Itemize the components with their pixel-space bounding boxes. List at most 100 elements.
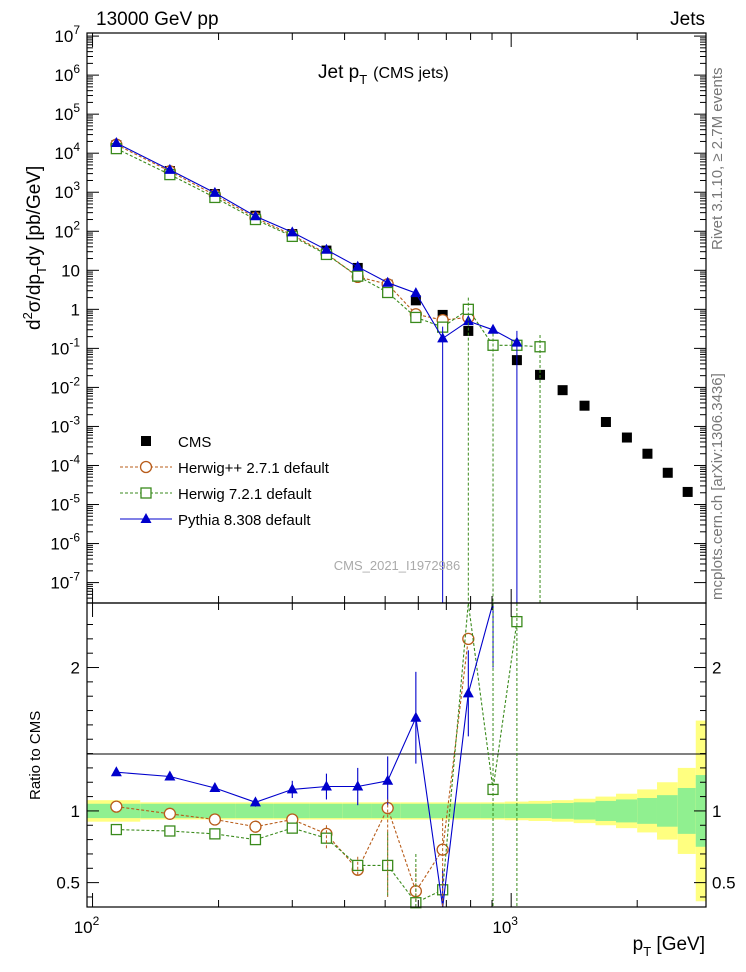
main-y-tick-label: 10 — [61, 261, 80, 280]
tick-exp: 3 — [511, 914, 518, 928]
mcplots-label: mcplots.cern.ch [arXiv:1306.3436] — [709, 373, 726, 600]
tick-exp: 4 — [73, 140, 80, 154]
tick-base: 10 — [54, 144, 73, 163]
main-y-tick-label: 105 — [54, 101, 80, 124]
tick-exp: -5 — [69, 492, 80, 506]
data-point-filled-triangle — [209, 186, 221, 197]
data-point-filled-triangle — [410, 287, 422, 298]
tick-base: 10 — [50, 417, 69, 436]
ratio-point-filled-triangle — [164, 770, 176, 781]
x-tick-label: 102 — [74, 914, 100, 937]
ratio-point-filled-triangle — [209, 781, 221, 792]
main-title-sub: T — [359, 72, 367, 87]
band-inner-segment — [656, 795, 678, 827]
tick-base: 10 — [50, 496, 69, 515]
legend-label: Herwig 7.2.1 default — [178, 486, 312, 503]
tick-base: 10 — [50, 574, 69, 593]
band-inner-segment — [342, 803, 372, 819]
ratio-line-Pythia 8.308 default — [116, 602, 494, 908]
legend-label: Pythia 8.308 default — [178, 512, 311, 529]
ratio-point-open-square — [511, 615, 523, 628]
band-inner-segment — [235, 803, 274, 819]
ratio-y-tick-label-right: 1 — [712, 802, 721, 821]
tick-base: 10 — [50, 456, 69, 475]
data-point-filled-square — [682, 486, 693, 497]
legend: CMS Herwig++ 2.7.1 default Herwig 7.2.1 de… — [120, 434, 330, 529]
ratio-uncertainty-band — [87, 720, 706, 902]
ratio-point-filled-triangle — [382, 774, 394, 785]
main-panel: 10-710-610-510-410-310-210-1110102103104… — [20, 23, 707, 604]
tick-exp: -1 — [69, 335, 80, 349]
main-y-tick-label: 103 — [54, 179, 80, 202]
main-y-tick-label: 107 — [54, 23, 80, 46]
series-line-Pythia 8.308 default — [116, 142, 518, 344]
ylabel-rest: dy [pb/GeV] — [24, 166, 45, 266]
main-y-tick-label: 106 — [54, 62, 80, 85]
ylabel-sigma: σ/dp — [24, 274, 45, 312]
ratio-point-open-square — [249, 833, 262, 846]
data-point-filled-triangle — [382, 276, 394, 287]
data-point-filled-triangle — [487, 323, 499, 334]
tick-exp: -6 — [69, 531, 80, 545]
data-point-open-square — [382, 286, 394, 299]
legend-marker — [141, 436, 151, 446]
tick-base: 10 — [74, 918, 93, 937]
tick-exp: 5 — [73, 101, 80, 115]
band-inner-segment — [273, 803, 310, 819]
main-y-tick-label: 1 — [71, 300, 80, 319]
ratio-line-Herwig 7.2.1 default — [116, 602, 518, 904]
tick-exp: 6 — [73, 62, 80, 76]
data-point-filled-square — [621, 432, 632, 443]
tick-base: 10 — [54, 27, 73, 46]
main-y-tick-label: 10-4 — [50, 452, 80, 475]
tick-exp: -3 — [69, 413, 80, 427]
main-y-tick-label: 10-7 — [50, 570, 80, 593]
data-point-filled-square — [579, 400, 590, 411]
x-axis-label: pT [GeV] — [633, 934, 705, 959]
legend-label: CMS — [178, 434, 211, 451]
main-y-tick-label: 10-6 — [50, 531, 80, 554]
ratio-point-filled-triangle — [320, 780, 332, 791]
tick-base: 10 — [50, 535, 69, 554]
ratio-series-group — [110, 602, 523, 909]
legend-marker — [140, 513, 152, 523]
main-title-main: Jet p — [318, 62, 359, 83]
ratio-y-tick-label-right: 0.5 — [712, 874, 736, 893]
ylabel-d: d — [24, 319, 45, 330]
data-point-filled-square — [600, 416, 611, 427]
data-point-filled-triangle — [286, 226, 298, 237]
ratio-y-tick-label-right: 2 — [712, 659, 721, 678]
band-inner-segment — [677, 787, 696, 834]
tick-base: 10 — [50, 339, 69, 358]
main-y-tick-label: 10-1 — [50, 335, 80, 358]
data-point-filled-square — [463, 325, 474, 336]
ratio-point-open-square — [286, 822, 298, 834]
ratio-point-filled-triangle — [410, 711, 422, 722]
ratio-y-tick-label: 2 — [71, 659, 80, 678]
data-point-filled-square — [410, 295, 421, 306]
band-inner-segment — [528, 803, 552, 819]
data-point-filled-triangle — [164, 163, 176, 174]
ylabel-subT: T — [34, 266, 49, 274]
ratio-y-axis-label: Ratio to CMS — [27, 711, 44, 800]
ratio-plot-frame — [86, 602, 707, 908]
tick-base: 10 — [54, 105, 73, 124]
tick-base: 10 — [50, 378, 69, 397]
legend-marker — [140, 487, 152, 499]
data-point-filled-square — [662, 467, 673, 478]
tick-exp: -2 — [69, 374, 80, 388]
analysis-watermark: CMS_2021_I1972986 — [334, 558, 461, 573]
ratio-point-open-circle — [208, 813, 222, 826]
band-inner-segment — [595, 800, 617, 821]
data-point-filled-square — [557, 385, 568, 396]
ratio-point-filled-triangle — [352, 780, 364, 791]
data-point-filled-triangle — [352, 260, 364, 271]
tick-base: 10 — [54, 222, 73, 241]
tick-exp: -4 — [69, 452, 80, 466]
main-y-axis-label: d2σ/dpTdy [pb/GeV] — [20, 166, 49, 330]
series-line-Herwig 7.2.1 default — [116, 148, 541, 348]
ratio-point-open-square — [209, 828, 221, 840]
band-inner-segment — [309, 803, 343, 819]
main-y-tick-label: 10-3 — [50, 413, 80, 436]
